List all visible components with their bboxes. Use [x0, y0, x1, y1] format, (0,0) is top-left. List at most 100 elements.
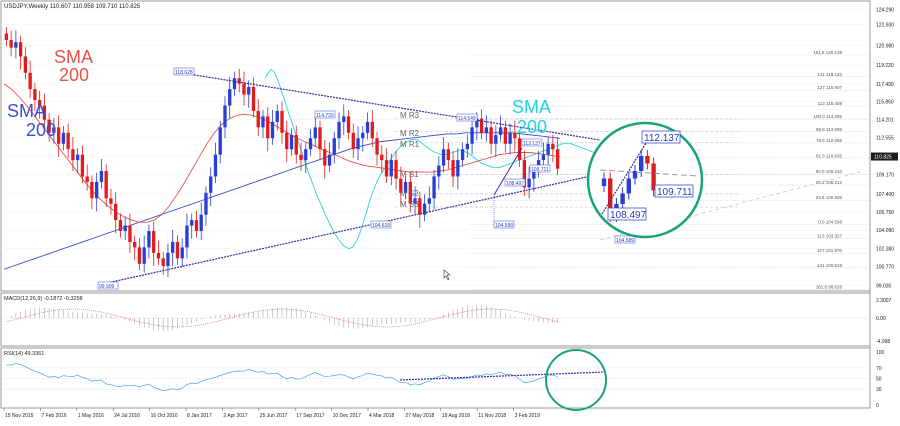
price-label-112137-small: 112.137 [521, 138, 543, 147]
fib-label: 161.8 98.628 [816, 285, 843, 290]
candle-body [171, 241, 175, 253]
svg-text:109.711: 109.711 [531, 167, 549, 173]
time-tick-label: 3 Feb 2019 [515, 413, 541, 419]
fib-label: 23.6 106.825 [816, 195, 843, 200]
candle-body [114, 203, 118, 221]
candle-body [451, 160, 455, 177]
macd-signal-line [6, 308, 558, 328]
candle-body [166, 252, 170, 266]
price-tick-label: 104.090 [876, 228, 894, 234]
candle-body [109, 198, 113, 204]
zoom-candle-body [651, 163, 656, 191]
candle-body [218, 127, 222, 155]
macd-tick-label: 2.3007 [876, 298, 892, 304]
zoom-trendline [601, 139, 649, 215]
rsi-zoom-circle [545, 349, 607, 411]
candle-body [389, 160, 393, 177]
time-tick-label: 17 Sep 2017 [296, 413, 325, 419]
candle-body [280, 110, 284, 133]
time-tick-label: 19 Aug 2018 [442, 413, 470, 419]
candle-body [294, 134, 298, 155]
candle-body [137, 247, 142, 264]
candle-body [90, 181, 94, 199]
pivot-ms1: M S1 [400, 170, 419, 179]
candle-body [61, 132, 66, 144]
candle-body [251, 86, 256, 111]
candle-body [18, 42, 23, 57]
candle-body [460, 149, 465, 161]
time-tick-label: 16 Oct 2016 [151, 413, 178, 419]
price-tick-label: 99.030 [876, 283, 892, 289]
candle-body [270, 121, 275, 139]
candle-body [128, 225, 132, 242]
time-tick-label: 15 Nov 2015 [5, 413, 34, 419]
price-label-99909: 99.909 [97, 281, 119, 290]
zoom-candle-body [608, 178, 613, 216]
candle-body [413, 198, 417, 204]
candle-body [204, 192, 208, 215]
time-tick-label: 4 Mar 2018 [369, 413, 395, 419]
candle-body [242, 83, 246, 95]
price-axis-layer: 124.290 122.930 120.980 119.220 117.490 115.8… [869, 1, 898, 408]
price-label-104598: 104.598 [493, 220, 515, 229]
candle-body [180, 247, 184, 259]
candle-body [479, 118, 484, 133]
candle-body [470, 127, 474, 144]
sma-red-annotation-line2: 200 [59, 65, 89, 85]
pivot-mr3: M R3 [400, 111, 420, 120]
candle-body [28, 72, 32, 90]
rsi-tick-label: 70 [876, 366, 882, 372]
candle-body [465, 143, 469, 150]
candle-body [209, 176, 213, 193]
rsi-trendline [399, 371, 606, 381]
main-panel [0, 0, 871, 292]
candle-body [52, 127, 56, 133]
candle-body [418, 198, 422, 215]
fib-label: 88.6 113.096 [816, 127, 842, 132]
sma-line-1 [265, 68, 601, 249]
rsi-tick-label: 100 [876, 350, 885, 356]
current-price-label: 110.825 [874, 155, 892, 161]
candle-body [323, 149, 327, 166]
candle-body [99, 171, 104, 182]
candle-body [190, 220, 194, 226]
candle-body [228, 89, 232, 106]
candle-body [71, 149, 75, 161]
candle-body [551, 143, 555, 150]
candle-body [422, 203, 427, 215]
svg-text:112.137: 112.137 [644, 133, 680, 144]
candle-body [85, 176, 89, 182]
candle-body [408, 181, 412, 204]
price-tick-label: 115.860 [876, 100, 894, 106]
price-tick-label: 100.770 [876, 264, 894, 270]
rsi-tick-label: 30 [876, 387, 882, 393]
fib-label: 113 115.458 [818, 101, 843, 106]
time-tick-label: 24 Jul 2016 [114, 413, 140, 419]
macd-panel [0, 292, 871, 347]
grid-layer [1, 9, 870, 286]
candle-body [304, 149, 308, 161]
candle-body [194, 220, 199, 232]
candle-body [394, 160, 398, 179]
candle-body [437, 165, 441, 177]
candle-body [527, 178, 531, 188]
candle-body [308, 138, 313, 150]
candle-body [489, 127, 493, 144]
candle-body [375, 138, 379, 155]
price-tick-label: 124.290 [876, 8, 894, 14]
candle-body [517, 138, 522, 161]
svg-text:104.618: 104.618 [372, 223, 390, 229]
candle-body [484, 127, 489, 133]
candle-body [342, 116, 346, 122]
svg-text:104.598: 104.598 [495, 223, 513, 229]
candle-body [56, 127, 61, 144]
candle-body [441, 149, 446, 166]
candle-body [247, 86, 251, 95]
candle-body [4, 33, 9, 41]
sma-blue-annotation-line2: 200 [26, 120, 56, 140]
candle-body [75, 154, 80, 161]
candle-body [546, 143, 550, 155]
rsi-tick-label: 0 [876, 403, 879, 409]
price-label-114733: 114.733 [314, 110, 336, 119]
